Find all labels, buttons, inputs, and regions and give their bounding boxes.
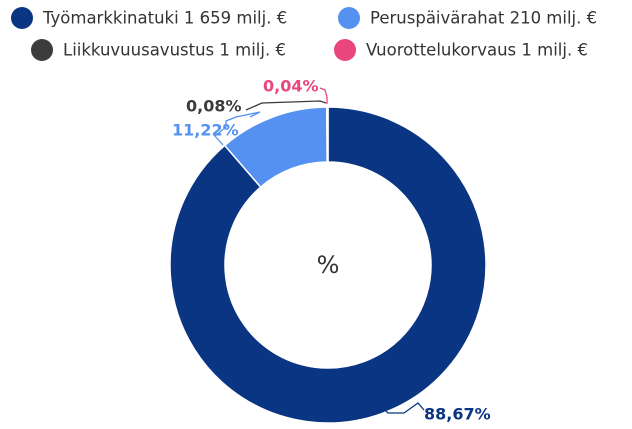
value-label: 0,08% [186, 97, 242, 116]
leader-line [245, 100, 327, 111]
value-label: 11,22% [172, 121, 239, 140]
value-label: 0,04% [263, 77, 319, 96]
leader-line [382, 402, 425, 414]
value-label: 88,67% [424, 405, 491, 424]
legend-label: Liikkuvuusavustus 1 milj. € [63, 41, 286, 60]
legend-label: Peruspäivärahat 210 milj. € [370, 9, 597, 28]
legend-label: Vuorottelukorvaus 1 milj. € [366, 41, 588, 60]
slice [169, 106, 487, 424]
legend-swatch [334, 39, 356, 61]
leader-line [319, 87, 328, 104]
legend-swatch [11, 7, 33, 29]
legend-label: Työmarkkinatuki 1 659 milj. € [42, 9, 287, 28]
legend-swatch [31, 39, 53, 61]
center-label: % [317, 251, 340, 279]
leader-line [214, 111, 261, 146]
legend-swatch [338, 7, 360, 29]
